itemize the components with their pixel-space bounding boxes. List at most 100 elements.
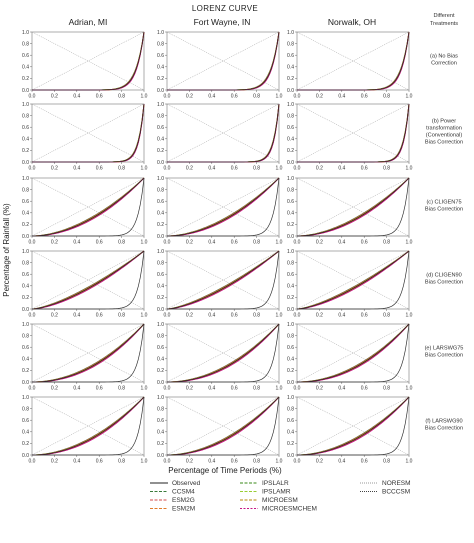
y-tick-label: 0.6 bbox=[157, 272, 164, 278]
legend-item: ESM2M bbox=[150, 506, 195, 513]
panel-r5-c3: 0.00.0 0.2 0.2 0.4 0.4 0.6 0.6 0.8 0.8 1.0 1.0 bbox=[287, 322, 413, 392]
y-tick-label: 0.8 bbox=[157, 113, 164, 119]
observed-raw-curve bbox=[167, 250, 280, 310]
x-tick-label: 0.2 bbox=[316, 166, 323, 172]
x-tick-label: 0.0 bbox=[29, 386, 36, 392]
y-tick-label: 0.4 bbox=[157, 65, 164, 71]
x-tick-label: 0.0 bbox=[164, 240, 171, 246]
observed-raw-curve bbox=[297, 177, 410, 237]
panel-r6-c1: 0.00.0 0.2 0.2 0.4 0.4 0.6 0.6 0.8 0.8 1.0 1.0 bbox=[22, 395, 148, 465]
x-tick-label: 0.8 bbox=[383, 313, 390, 319]
observed-raw-curve bbox=[167, 177, 280, 237]
y-tick-label: 0.4 bbox=[22, 284, 29, 290]
y-tick-label: 0.0 bbox=[287, 160, 294, 166]
x-tick-label: 0.2 bbox=[316, 459, 323, 465]
x-tick-label: 0.2 bbox=[186, 240, 193, 246]
y-tick-label: 1.0 bbox=[22, 30, 29, 36]
y-tick-label: 0.4 bbox=[287, 357, 294, 363]
observed-curve bbox=[166, 396, 280, 456]
observed-curve bbox=[296, 250, 410, 310]
y-tick-label: 0.4 bbox=[157, 211, 164, 217]
treatment-label: (e) LARSWG75 bbox=[425, 346, 464, 352]
x-tick-label: 0.0 bbox=[164, 94, 171, 100]
y-tick-label: 0.8 bbox=[22, 260, 29, 266]
x-tick-label: 0.2 bbox=[316, 94, 323, 100]
y-tick-label: 0.4 bbox=[22, 357, 29, 363]
y-tick-label: 1.0 bbox=[287, 176, 294, 182]
x-tick-label: 0.4 bbox=[338, 313, 345, 319]
x-tick-label: 0.6 bbox=[361, 166, 368, 172]
panel-r1-c3: 0.00.0 0.2 0.2 0.4 0.4 0.6 0.6 0.8 0.8 1.0 1.0 bbox=[287, 30, 413, 100]
column-title-adrian: Adrian, MI bbox=[69, 17, 108, 27]
x-tick-label: 1.0 bbox=[141, 459, 148, 465]
treatment-label: Bias Correction bbox=[425, 140, 463, 146]
x-tick-label: 0.8 bbox=[383, 386, 390, 392]
y-tick-label: 0.6 bbox=[22, 199, 29, 205]
x-tick-label: 0.8 bbox=[118, 166, 125, 172]
observed-curve bbox=[297, 103, 410, 163]
x-tick-label: 0.0 bbox=[164, 166, 171, 172]
legend: ObservedCCSM4ESM2GESM2MIPSLALRIPSLAMRMIC… bbox=[150, 480, 411, 513]
y-tick-label: 0.0 bbox=[287, 307, 294, 313]
y-tick-label: 0.2 bbox=[22, 148, 29, 154]
y-tick-label: 0.0 bbox=[157, 88, 164, 94]
y-tick-label: 0.0 bbox=[22, 88, 29, 94]
x-tick-label: 0.0 bbox=[164, 459, 171, 465]
observed-curve bbox=[296, 396, 410, 456]
y-tick-label: 0.8 bbox=[287, 406, 294, 412]
observed-curve bbox=[296, 177, 410, 237]
observed-curve bbox=[32, 31, 145, 91]
y-tick-label: 0.6 bbox=[157, 53, 164, 59]
x-tick-label: 0.2 bbox=[316, 240, 323, 246]
treatment-label: Bias Correction bbox=[425, 426, 463, 432]
x-axis-title: Percentage of Time Periods (%) bbox=[168, 466, 282, 475]
y-tick-label: 0.2 bbox=[157, 148, 164, 154]
x-tick-label: 1.0 bbox=[276, 240, 283, 246]
x-tick-label: 1.0 bbox=[406, 313, 413, 319]
legend-label: CCSM4 bbox=[172, 489, 195, 496]
observed-curve bbox=[31, 177, 145, 237]
legend-label: NORESM bbox=[382, 480, 411, 487]
y-tick-label: 0.8 bbox=[157, 333, 164, 339]
y-tick-label: 0.4 bbox=[287, 137, 294, 143]
model-curve bbox=[296, 177, 410, 237]
x-tick-label: 1.0 bbox=[276, 459, 283, 465]
y-tick-label: 0.0 bbox=[287, 88, 294, 94]
y-tick-label: 0.6 bbox=[157, 199, 164, 205]
y-tick-label: 0.0 bbox=[22, 234, 29, 240]
y-tick-label: 0.4 bbox=[287, 284, 294, 290]
x-tick-label: 0.2 bbox=[186, 94, 193, 100]
y-tick-label: 0.0 bbox=[287, 234, 294, 240]
legend-label: BCCCSM bbox=[382, 489, 410, 496]
x-tick-label: 0.6 bbox=[96, 94, 103, 100]
x-tick-label: 0.8 bbox=[253, 386, 260, 392]
y-tick-label: 0.0 bbox=[157, 380, 164, 386]
y-tick-label: 1.0 bbox=[287, 102, 294, 108]
x-tick-label: 0.8 bbox=[253, 166, 260, 172]
x-tick-label: 0.4 bbox=[73, 240, 80, 246]
panel-r3-c2: 0.00.0 0.2 0.2 0.4 0.4 0.6 0.6 0.8 0.8 1.0 1.0 bbox=[157, 176, 283, 246]
legend-item: ESM2G bbox=[150, 497, 195, 504]
y-tick-label: 1.0 bbox=[22, 322, 29, 328]
y-tick-label: 0.8 bbox=[157, 41, 164, 47]
y-tick-label: 0.2 bbox=[157, 76, 164, 82]
treatment-label: transformation bbox=[426, 126, 462, 132]
x-tick-label: 0.4 bbox=[208, 240, 215, 246]
y-tick-label: 0.6 bbox=[157, 345, 164, 351]
x-tick-label: 0.4 bbox=[208, 386, 215, 392]
y-tick-label: 1.0 bbox=[157, 176, 164, 182]
x-tick-label: 0.6 bbox=[361, 94, 368, 100]
y-tick-label: 0.2 bbox=[22, 222, 29, 228]
y-tick-label: 0.8 bbox=[22, 187, 29, 193]
model-curve bbox=[31, 177, 145, 237]
observed-raw-curve bbox=[297, 250, 410, 310]
panel-r1-c2: 0.00.0 0.2 0.2 0.4 0.4 0.6 0.6 0.8 0.8 1.0 1.0 bbox=[157, 30, 283, 100]
x-tick-label: 0.4 bbox=[73, 166, 80, 172]
y-tick-label: 0.0 bbox=[22, 160, 29, 166]
x-tick-label: 0.8 bbox=[253, 459, 260, 465]
x-tick-label: 0.4 bbox=[338, 240, 345, 246]
observed-raw-curve bbox=[32, 323, 145, 383]
observed-curve bbox=[31, 396, 145, 456]
legend-item: IPSLALR bbox=[240, 480, 289, 487]
